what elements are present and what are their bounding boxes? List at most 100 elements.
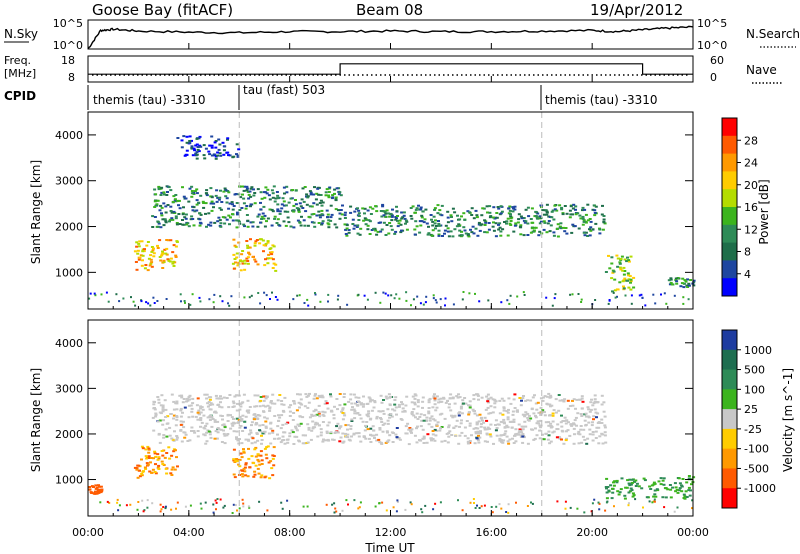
scatter-cell-4: [353, 210, 357, 213]
scatter-cell-4: [509, 224, 513, 226]
scatter-cell-2: [346, 436, 350, 439]
scatter-cell-2: [205, 397, 209, 400]
scatter-cell-2: [433, 428, 437, 431]
scatter-cell-2: [369, 433, 373, 436]
ground-scatter-cell: [398, 297, 401, 300]
scatter-cell-3: [617, 493, 621, 496]
scatter-cell-2: [506, 418, 510, 421]
scatter-cell-2: [152, 429, 156, 432]
scatter-cell-2: [485, 395, 489, 398]
ground-scatter-cell: [257, 292, 260, 294]
scatter-cell-4: [391, 208, 394, 211]
ground-scatter-cell: [213, 293, 216, 296]
ground-scatter-cell: [598, 502, 601, 505]
scatter-cell-4: [455, 225, 459, 228]
scatter-cell-2: [491, 398, 495, 401]
scatter-cell-3: [326, 216, 329, 219]
scatter-cell-2: [365, 413, 369, 416]
scatter-cell-3: [271, 210, 275, 213]
scatter-cell-3: [294, 189, 298, 192]
scatter-cell-2: [455, 419, 459, 422]
scatter-cell-3: [271, 196, 275, 199]
scatter-cell-4: [532, 229, 536, 232]
scatter-cell-2: [502, 399, 506, 402]
scatter-cell-3: [653, 489, 657, 492]
scatter-cell-0: [144, 448, 148, 451]
scatter-cell-2: [394, 433, 398, 436]
scatter-cell-2: [340, 410, 343, 413]
scatter-cell-4: [545, 213, 549, 216]
scatter-cell-3: [326, 213, 330, 216]
scatter-cell-1: [248, 466, 252, 469]
scatter-cell-4: [581, 217, 585, 220]
scatter-cell-2: [279, 441, 283, 444]
scatter-cell-3: [259, 201, 262, 204]
ground-scatter-cell: [99, 501, 102, 504]
scatter-cell-3: [205, 225, 208, 228]
scatter-cell-4: [390, 215, 394, 218]
date-title: 19/Apr/2012: [590, 1, 683, 19]
scatter-cell-2: [227, 154, 230, 157]
scatter-cell-2: [602, 401, 606, 404]
ground-scatter-cell: [515, 501, 517, 504]
scatter-cell-2: [489, 412, 493, 415]
scatter-cell-2: [410, 401, 414, 404]
scatter-cell-3: [249, 221, 253, 224]
scatter-cell-2: [401, 410, 405, 413]
scatter-cell-2: [312, 397, 316, 400]
scatter-cell-2: [518, 428, 522, 431]
scatter-cell-2: [440, 440, 444, 443]
scatter-cell-4: [351, 218, 355, 221]
scatter-cell-2: [196, 146, 200, 148]
scatter-cell-3: [202, 206, 206, 209]
scatter-cell-2: [321, 410, 325, 413]
scatter-cell-2: [580, 407, 584, 410]
scatter-cell-3: [321, 220, 325, 223]
ground-scatter-cell: [143, 509, 146, 512]
scatter-cell-2: [421, 428, 425, 431]
scatter-cell-2: [584, 412, 588, 415]
scatter-cell-2: [542, 438, 546, 441]
scatter-cell-2: [439, 397, 443, 400]
ground-scatter-cell: [638, 294, 641, 297]
scatter-cell-2: [521, 433, 525, 435]
scatter-cell-2: [519, 404, 523, 407]
ground-scatter-cell: [230, 295, 233, 298]
ground-scatter-cell: [469, 501, 472, 504]
x-tick-label: 00:00: [677, 526, 709, 539]
scatter-cell-4: [430, 218, 433, 221]
scatter-cell-4: [388, 212, 392, 215]
ground-scatter-cell: [232, 503, 235, 506]
scatter-cell-3: [684, 490, 688, 493]
scatter-cell-4: [349, 211, 353, 214]
nave-tick-bottom: 0: [710, 71, 717, 84]
ground-scatter-cell: [146, 499, 149, 502]
scatter-cell-4: [495, 216, 499, 219]
scatter-cell-0: [137, 245, 141, 248]
scatter-cell-2: [209, 414, 212, 417]
scatter-cell-2: [179, 423, 183, 426]
ground-scatter-cell: [165, 298, 168, 300]
ground-scatter-cell: [605, 501, 608, 504]
ground-scatter-cell: [393, 297, 396, 300]
scatter-cell-2: [468, 406, 472, 409]
scatter-cell-3: [281, 197, 285, 200]
scatter-cell-2: [594, 411, 598, 414]
scatter-cell-2: [366, 415, 370, 418]
colorbar-segment: [722, 428, 737, 450]
scatter-cell-3: [173, 212, 177, 214]
scatter-cell-3: [273, 217, 277, 220]
scatter-cell-3: [236, 213, 239, 216]
scatter-cell-2: [493, 398, 497, 401]
scatter-cell-4: [441, 235, 444, 237]
scatter-cell-4: [526, 234, 530, 236]
scatter-cell-2: [578, 433, 582, 436]
scatter-cell-2: [213, 419, 217, 422]
scatter-cell-2: [229, 414, 232, 417]
ground-scatter-cell: [425, 295, 428, 298]
scatter-cell-2: [264, 420, 268, 423]
scatter-cell-2: [217, 148, 221, 151]
scatter-cell-4: [593, 211, 597, 214]
ground-scatter-cell: [327, 300, 329, 303]
